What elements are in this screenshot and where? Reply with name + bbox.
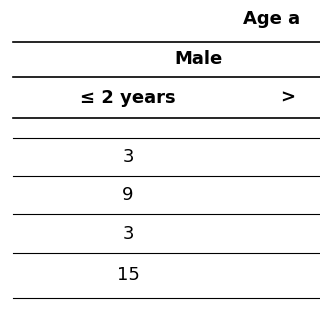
Text: 15: 15 xyxy=(116,266,140,284)
Text: 3: 3 xyxy=(122,148,134,166)
Text: 9: 9 xyxy=(122,186,134,204)
Text: ≤ 2 years: ≤ 2 years xyxy=(80,89,176,107)
Text: >: > xyxy=(281,89,295,107)
Text: Male: Male xyxy=(174,50,222,68)
Text: Age a: Age a xyxy=(244,10,300,28)
Text: 3: 3 xyxy=(122,225,134,243)
